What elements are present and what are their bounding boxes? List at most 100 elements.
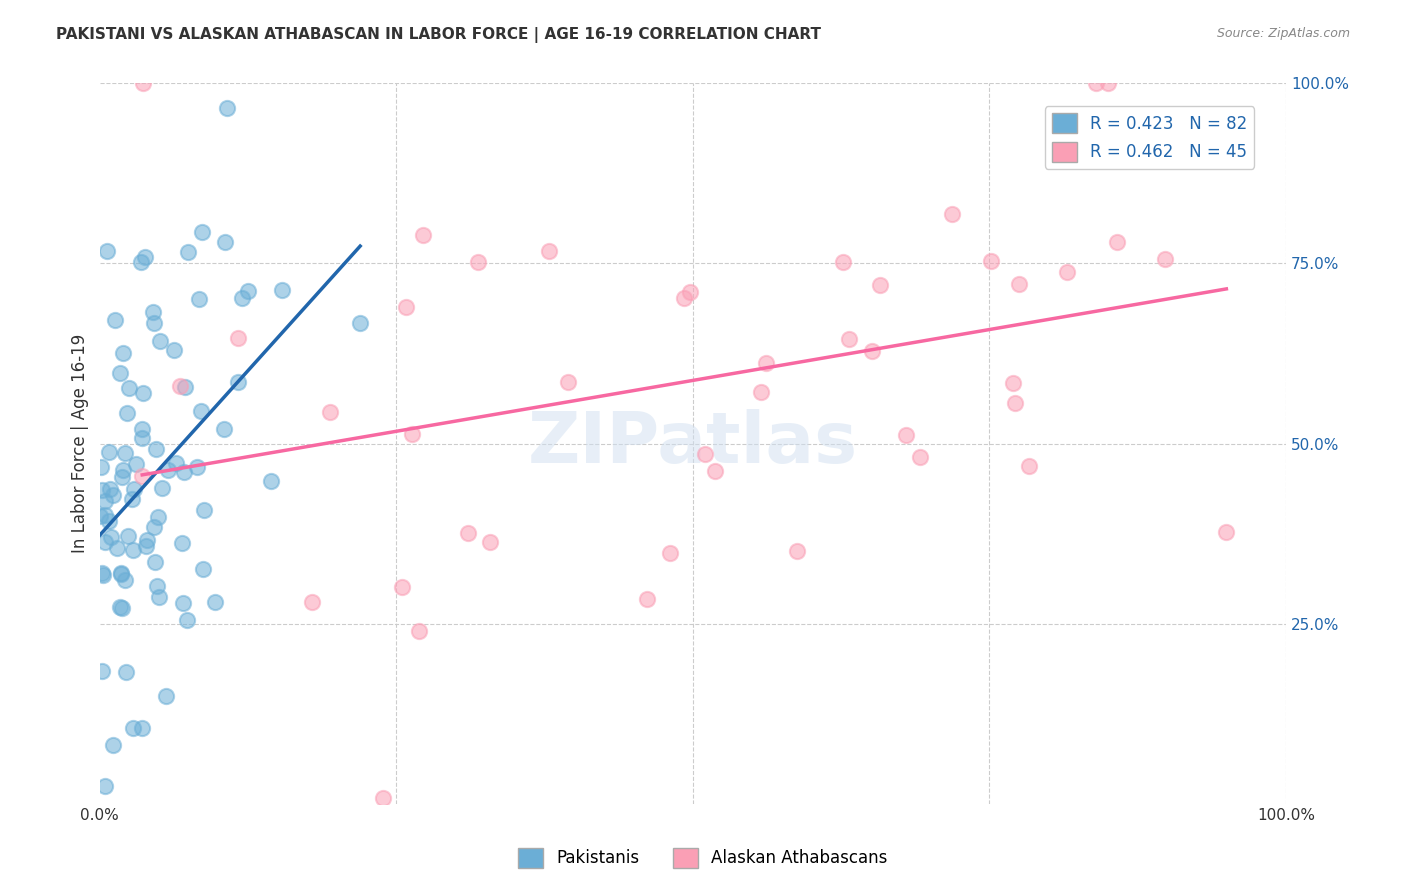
Point [980, 254, 1002, 268]
Point [401, 427, 423, 442]
Point [703, 464, 725, 478]
Point [270, 283, 292, 297]
Point [1097, 77, 1119, 91]
Point [111, 345, 134, 359]
Point [110, 566, 132, 581]
Point [97, 514, 120, 528]
Point [114, 573, 136, 587]
Point [131, 422, 153, 436]
Point [193, 503, 215, 517]
Point [148, 590, 170, 604]
Point [146, 509, 169, 524]
Legend: R = 0.423   N = 82, R = 0.462   N = 45: R = 0.423 N = 82, R = 0.462 N = 45 [1045, 106, 1254, 169]
Point [110, 366, 132, 380]
Y-axis label: In Labor Force | Age 16-19: In Labor Force | Age 16-19 [72, 334, 89, 553]
Point [318, 405, 340, 419]
Point [135, 533, 157, 547]
Point [749, 384, 772, 399]
Point [101, 488, 124, 502]
Text: ZIPatlas: ZIPatlas [527, 409, 858, 478]
Point [412, 227, 434, 242]
Point [1153, 252, 1175, 266]
Point [695, 447, 717, 461]
Point [94, 508, 117, 523]
Point [143, 556, 166, 570]
Point [1084, 77, 1107, 91]
Point [142, 305, 165, 319]
Point [457, 525, 479, 540]
Point [157, 463, 180, 477]
Point [117, 406, 139, 420]
Point [173, 465, 195, 479]
Point [91, 483, 114, 497]
Point [204, 594, 226, 608]
Point [860, 344, 883, 359]
Point [786, 544, 808, 558]
Point [1018, 458, 1040, 473]
Point [145, 442, 167, 457]
Point [1008, 277, 1031, 292]
Point [672, 291, 695, 305]
Point [98, 445, 121, 459]
Point [111, 470, 134, 484]
Point [91, 664, 114, 678]
Point [142, 316, 165, 330]
Point [659, 546, 682, 560]
Point [557, 375, 579, 389]
Legend: Pakistanis, Alaskan Athabascans: Pakistanis, Alaskan Athabascans [512, 841, 894, 875]
Point [115, 665, 138, 679]
Point [636, 591, 658, 606]
Point [121, 491, 143, 506]
Point [90, 460, 112, 475]
Point [894, 428, 917, 442]
Point [217, 101, 239, 115]
Point [131, 721, 153, 735]
Point [537, 244, 560, 259]
Point [941, 207, 963, 221]
Point [117, 529, 139, 543]
Point [177, 245, 200, 260]
Point [131, 469, 153, 483]
Point [112, 463, 135, 477]
Point [190, 403, 212, 417]
Point [105, 541, 128, 556]
Point [122, 721, 145, 735]
Point [1004, 395, 1026, 409]
Point [231, 292, 253, 306]
Point [349, 316, 371, 330]
Point [143, 520, 166, 534]
Point [1146, 127, 1168, 141]
Point [190, 225, 212, 239]
Point [214, 235, 236, 249]
Point [214, 422, 236, 436]
Point [260, 474, 283, 488]
Point [96, 244, 118, 258]
Point [837, 332, 859, 346]
Point [118, 381, 141, 395]
Point [111, 601, 134, 615]
Point [114, 446, 136, 460]
Point [100, 530, 122, 544]
Point [1056, 265, 1078, 279]
Point [391, 580, 413, 594]
Point [122, 542, 145, 557]
Point [479, 535, 502, 549]
Point [101, 738, 124, 752]
Point [236, 284, 259, 298]
Point [91, 568, 114, 582]
Point [1105, 235, 1128, 249]
Point [910, 450, 932, 464]
Point [129, 255, 152, 269]
Point [163, 343, 186, 357]
Point [145, 579, 167, 593]
Point [193, 561, 215, 575]
Point [104, 312, 127, 326]
Point [188, 293, 211, 307]
Point [155, 689, 177, 703]
Text: Source: ZipAtlas.com: Source: ZipAtlas.com [1216, 27, 1350, 40]
Point [98, 482, 121, 496]
Point [122, 482, 145, 496]
Point [679, 285, 702, 299]
Point [149, 334, 172, 348]
Point [170, 536, 193, 550]
